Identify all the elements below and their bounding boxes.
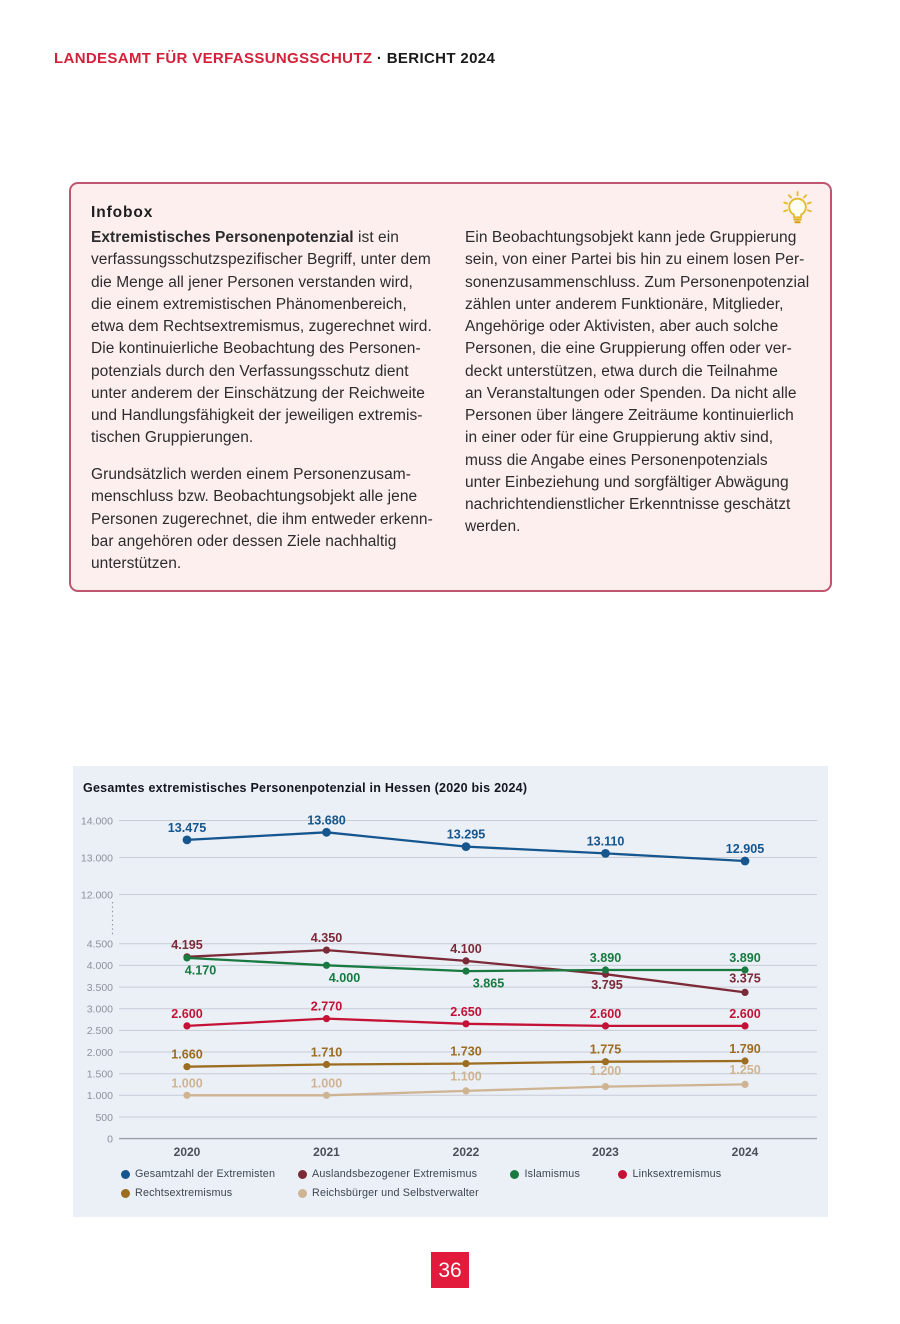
svg-text:4.500: 4.500: [87, 939, 113, 951]
svg-text:3.865: 3.865: [473, 977, 505, 991]
svg-text:2023: 2023: [592, 1145, 619, 1159]
svg-text:3.890: 3.890: [729, 951, 761, 965]
svg-text:1.000: 1.000: [311, 1076, 343, 1090]
svg-text:3.000: 3.000: [87, 1004, 113, 1016]
svg-text:1.200: 1.200: [590, 1064, 622, 1078]
svg-text:1.790: 1.790: [729, 1042, 761, 1056]
svg-text:1.710: 1.710: [311, 1046, 343, 1060]
svg-text:2.500: 2.500: [87, 1025, 113, 1037]
svg-text:2020: 2020: [174, 1145, 201, 1159]
svg-text:500: 500: [95, 1112, 113, 1124]
svg-text:13.295: 13.295: [447, 828, 486, 842]
svg-text:0: 0: [107, 1133, 113, 1145]
svg-text:3.890: 3.890: [590, 951, 622, 965]
svg-text:2.600: 2.600: [171, 1007, 203, 1021]
svg-text:13.000: 13.000: [81, 852, 113, 864]
svg-text:1.250: 1.250: [729, 1063, 761, 1077]
svg-text:2.770: 2.770: [311, 1000, 343, 1014]
svg-text:4.000: 4.000: [87, 960, 113, 972]
svg-text:2.000: 2.000: [87, 1047, 113, 1059]
svg-text:12.905: 12.905: [726, 842, 765, 856]
svg-text:1.000: 1.000: [171, 1076, 203, 1090]
svg-text:13.680: 13.680: [307, 813, 346, 827]
svg-text:2.600: 2.600: [590, 1007, 622, 1021]
svg-text:12.000: 12.000: [81, 889, 113, 901]
svg-text:1.775: 1.775: [590, 1043, 622, 1057]
svg-text:13.110: 13.110: [587, 834, 625, 848]
svg-text:2024: 2024: [732, 1145, 759, 1159]
svg-text:4.170: 4.170: [185, 963, 217, 977]
svg-text:13.475: 13.475: [168, 821, 207, 835]
svg-text:1.500: 1.500: [87, 1069, 113, 1081]
svg-text:1.100: 1.100: [450, 1069, 482, 1083]
svg-text:3.375: 3.375: [729, 971, 761, 985]
svg-text:4.195: 4.195: [171, 938, 203, 952]
svg-text:2.650: 2.650: [450, 1005, 482, 1019]
svg-text:3.500: 3.500: [87, 982, 113, 994]
svg-text:4.100: 4.100: [450, 942, 482, 956]
svg-text:4.350: 4.350: [311, 931, 343, 945]
svg-text:1.660: 1.660: [171, 1048, 203, 1062]
svg-text:4.000: 4.000: [329, 971, 361, 985]
svg-text:1.000: 1.000: [87, 1090, 113, 1102]
svg-text:3.795: 3.795: [591, 978, 623, 992]
svg-text:2021: 2021: [313, 1145, 340, 1159]
svg-text:2.600: 2.600: [729, 1007, 761, 1021]
svg-text:14.000: 14.000: [81, 815, 113, 827]
svg-text:1.730: 1.730: [450, 1045, 482, 1059]
svg-text:2022: 2022: [453, 1145, 480, 1159]
